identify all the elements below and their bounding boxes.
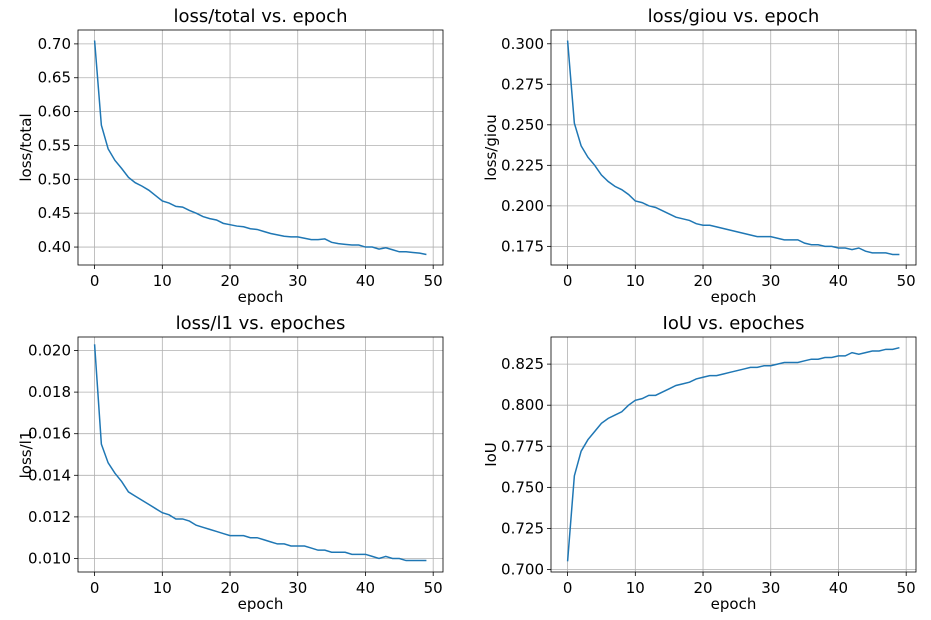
series-line xyxy=(566,346,900,562)
x-tick-label: 0 xyxy=(90,272,100,290)
y-tick-label: 0.40 xyxy=(38,238,71,256)
y-tick-label: 0.70 xyxy=(38,35,71,53)
y-tick-label: 0.750 xyxy=(501,478,544,496)
chart-panel-3: 0 10 20 30 40 50 0.700 0.725 0.750 0.775 0.800 0.82… xyxy=(482,313,917,613)
series-line xyxy=(566,40,900,256)
x-tick-label: 40 xyxy=(829,579,848,597)
y-tick-label: 0.700 xyxy=(501,561,544,579)
x-tick-label: 0 xyxy=(90,579,100,597)
x-tick-label: 20 xyxy=(693,579,712,597)
y-tick-label: 0.65 xyxy=(38,69,71,87)
chart-title: IoU vs. epoches xyxy=(663,313,805,334)
x-tick-label: 10 xyxy=(626,579,645,597)
grid xyxy=(551,30,916,265)
y-tick-label: 0.250 xyxy=(501,116,544,134)
y-tick-label: 0.020 xyxy=(28,342,71,360)
x-tick-label: 20 xyxy=(220,579,239,597)
y-tick-label: 0.016 xyxy=(28,425,71,443)
chart-title: loss/giou vs. epoch xyxy=(648,6,820,27)
plot-frame xyxy=(77,29,444,266)
x-axis-label: epoch xyxy=(238,288,284,306)
series-line xyxy=(93,344,427,562)
x-tick-label: 50 xyxy=(897,579,916,597)
x-tick-label: 30 xyxy=(761,579,780,597)
y-tick-label: 0.300 xyxy=(501,35,544,53)
y-tick-label: 0.825 xyxy=(501,355,544,373)
x-tick-label: 30 xyxy=(288,272,307,290)
plot-frame xyxy=(550,29,917,266)
x-tick-label: 50 xyxy=(424,579,443,597)
chart-title: loss/total vs. epoch xyxy=(173,6,347,27)
x-tick-label: 0 xyxy=(563,272,573,290)
y-tick-label: 0.200 xyxy=(501,197,544,215)
y-tick-label: 0.60 xyxy=(38,103,71,121)
series-line xyxy=(93,40,427,256)
y-tick-label: 0.45 xyxy=(38,204,71,222)
x-axis-label: epoch xyxy=(711,288,757,306)
y-axis-label: loss/total xyxy=(17,113,35,181)
chart-panel-2: 0 10 20 30 40 50 0.010 0.012 0.014 0.016 0.018 0.02… xyxy=(17,313,444,613)
y-tick-label: 0.225 xyxy=(501,156,544,174)
grid xyxy=(78,30,443,265)
chart-title: loss/l1 vs. epoches xyxy=(176,313,346,334)
grid xyxy=(78,337,443,572)
x-tick-label: 50 xyxy=(424,272,443,290)
y-axis-label: loss/giou xyxy=(482,114,500,180)
x-tick-label: 40 xyxy=(829,272,848,290)
y-tick-label: 0.012 xyxy=(28,508,71,526)
y-tick-label: 0.014 xyxy=(28,466,71,484)
y-tick-label: 0.775 xyxy=(501,437,544,455)
y-axis-label: IoU xyxy=(482,442,500,467)
y-tick-label: 0.725 xyxy=(501,519,544,537)
x-axis-label: epoch xyxy=(238,595,284,613)
y-tick-label: 0.800 xyxy=(501,396,544,414)
x-tick-label: 30 xyxy=(761,272,780,290)
chart-panel-1: 0 10 20 30 40 50 0.175 0.200 0.225 0.250 0.275 0.30… xyxy=(482,6,917,306)
plot-frame xyxy=(77,336,444,573)
x-tick-label: 20 xyxy=(693,272,712,290)
x-tick-label: 10 xyxy=(153,272,172,290)
x-tick-label: 30 xyxy=(288,579,307,597)
x-tick-label: 0 xyxy=(563,579,573,597)
chart-panel-0: 0 10 20 30 40 50 0.40 0.45 0.50 0.55 0.60 0.65 0.70 l… xyxy=(17,6,444,306)
y-tick-label: 0.55 xyxy=(38,136,71,154)
y-tick-label: 0.010 xyxy=(28,549,71,567)
y-axis-label: loss/l1 xyxy=(17,431,35,479)
x-tick-label: 20 xyxy=(220,272,239,290)
y-tick-label: 0.175 xyxy=(501,237,544,255)
x-tick-label: 10 xyxy=(153,579,172,597)
x-tick-label: 50 xyxy=(897,272,916,290)
x-tick-label: 10 xyxy=(626,272,645,290)
x-tick-label: 40 xyxy=(356,272,375,290)
y-tick-label: 0.018 xyxy=(28,383,71,401)
grid xyxy=(551,337,916,572)
x-axis-label: epoch xyxy=(711,595,757,613)
y-tick-label: 0.50 xyxy=(38,170,71,188)
y-tick-label: 0.275 xyxy=(501,75,544,93)
x-tick-label: 40 xyxy=(356,579,375,597)
plot-frame xyxy=(550,336,917,573)
